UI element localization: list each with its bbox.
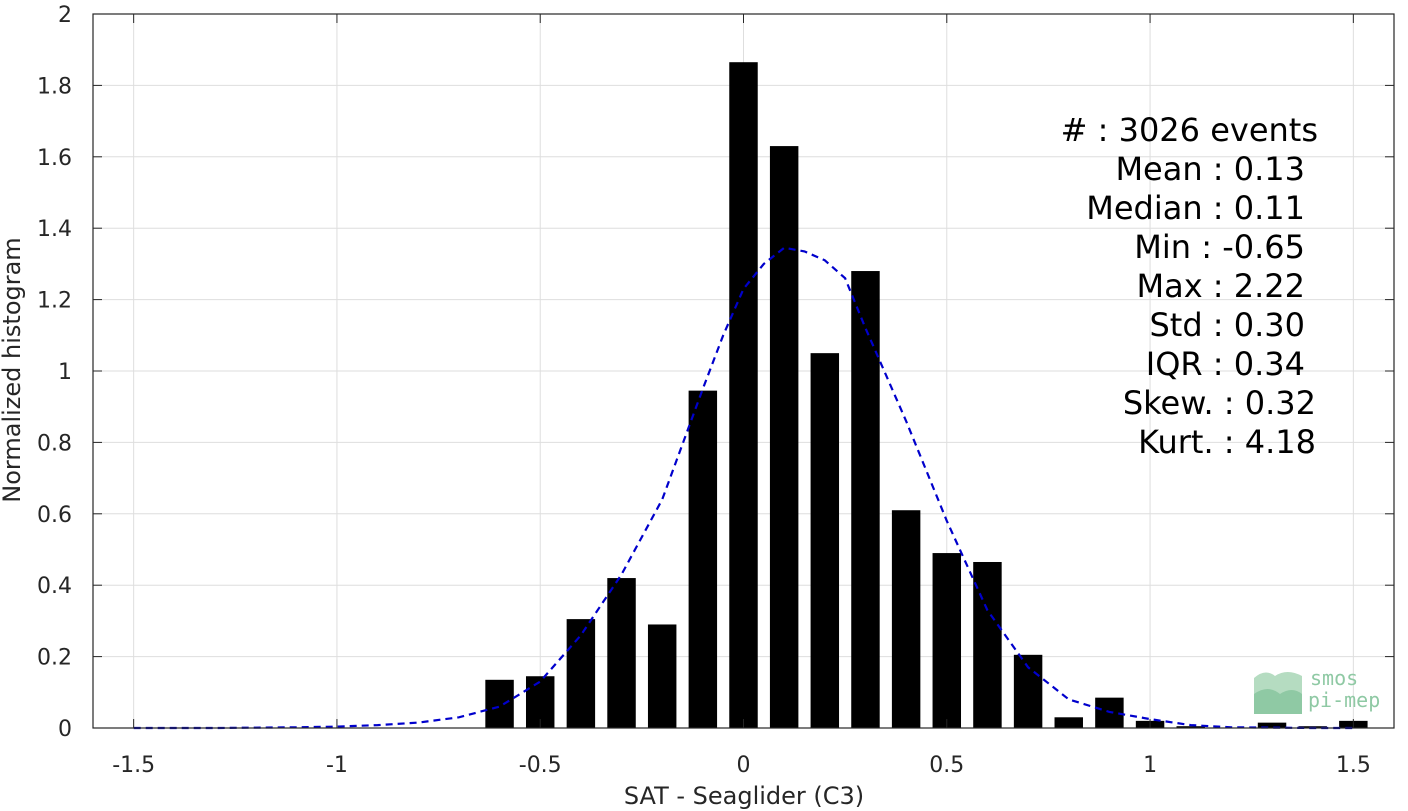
smos-pi-mep-logo: smos pi-mep [1254,666,1380,714]
y-tick-label: 1.4 [37,217,72,242]
x-tick-label: 1 [1143,753,1157,778]
logo-line-2: pi-mep [1308,688,1380,712]
logo-line-1: smos [1310,666,1358,690]
y-tick-labels: 0 0.2 0.4 0.6 0.8 1 1.2 1.4 1.6 1.8 2 [37,3,72,742]
x-tick-labels: -1.5 -1 -0.5 0 0.5 1 1.5 [112,753,1371,778]
histogram-bar [851,271,880,728]
y-tick-label: 1.2 [37,289,72,314]
y-axis-label: Normalized histogram [0,237,26,502]
histogram-bar [973,561,1002,728]
x-tick-label: 0.5 [929,753,964,778]
y-tick-label: 1.6 [37,146,72,171]
histogram-bar [769,146,799,729]
histogram-bar [810,353,840,728]
x-tick-label: 1.5 [1336,753,1371,778]
histogram-bar [729,62,758,728]
stat-line: Skew. : 0.32 [1123,384,1316,422]
axis-ticks [93,13,1394,729]
histogram-bar [607,578,636,728]
histogram-bar [1257,722,1287,728]
stat-line: Max : 2.22 [1136,267,1305,305]
y-tick-label: 0.4 [37,574,72,599]
x-tick-label: -0.5 [519,753,562,778]
stat-line: Kurt. : 4.18 [1138,423,1316,461]
fit-curve [133,246,1354,730]
histogram-bar [485,679,514,728]
stat-line: Median : 0.11 [1086,189,1305,227]
histogram-bar [1054,717,1083,728]
stat-line: # : 3026 events [1061,111,1318,149]
stat-line: Min : -0.65 [1134,228,1305,266]
y-tick-label: 2 [58,3,72,28]
histogram-bar [1176,726,1205,728]
stat-line: Mean : 0.13 [1115,150,1305,188]
y-tick-label: 0.8 [37,431,72,456]
x-tick-label: -1 [326,753,348,778]
x-tick-label: -1.5 [112,753,155,778]
histogram-bar [688,390,718,728]
histogram-bar [932,553,962,728]
y-tick-label: 1 [58,360,72,385]
stat-line: Std : 0.30 [1149,306,1305,344]
histogram-bar [647,624,677,728]
logo-icon-wave [1254,689,1302,714]
y-tick-label: 0 [58,717,72,742]
histogram-bar [566,619,596,728]
x-tick-label: 0 [737,753,751,778]
histogram-bar [891,510,921,728]
y-tick-label: 0.2 [37,646,72,671]
y-tick-label: 1.8 [37,74,72,99]
stat-line: IQR : 0.34 [1146,345,1305,383]
y-tick-label: 0.6 [37,503,72,528]
x-axis-label: SAT - Seaglider (C3) [624,782,864,810]
